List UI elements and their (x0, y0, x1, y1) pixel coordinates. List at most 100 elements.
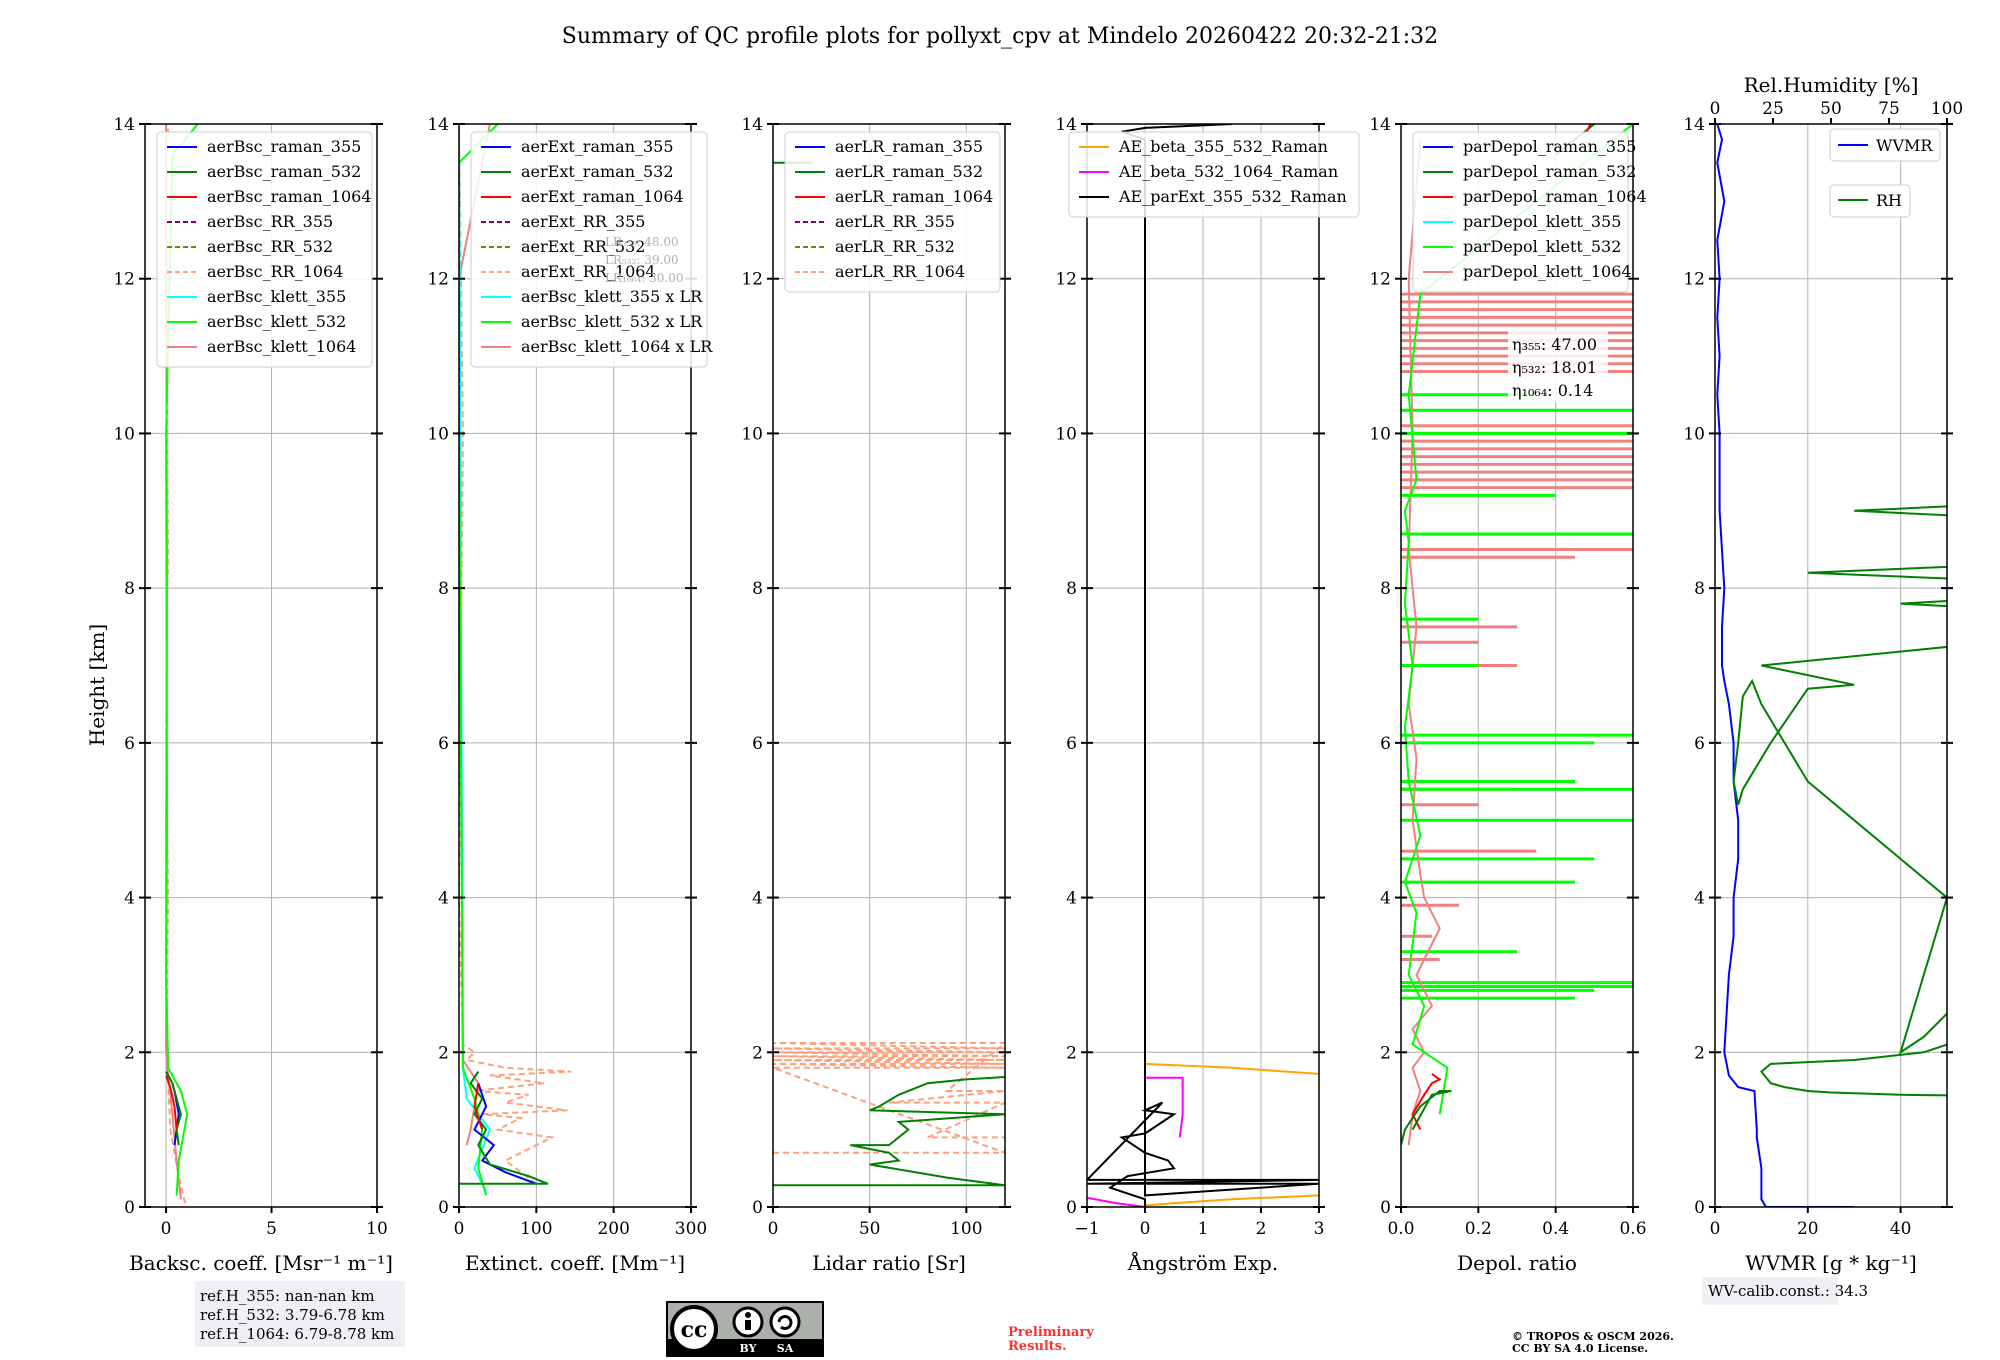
legend-label: aerExt_RR_355 (521, 212, 645, 231)
y-tick-label: 6 (1380, 734, 1391, 754)
legend-label: aerBsc_raman_532 (207, 162, 361, 181)
figure-title: Summary of QC profile plots for pollyxt_… (562, 24, 1438, 49)
y-tick-label: 0 (124, 1198, 135, 1218)
y-tick-label: 8 (124, 579, 135, 599)
y-tick-label: 14 (1369, 115, 1391, 135)
eta-box (1508, 330, 1608, 402)
series-rh (1732, 447, 1947, 1097)
legend-label: aerBsc_klett_1064 x LR (521, 337, 713, 356)
y-tick-label: 10 (427, 424, 449, 444)
panel-data (459, 124, 572, 1196)
x-axis-label: Depol. ratio (1457, 1251, 1577, 1275)
x-axis-label: Extinct. coeff. [Mm⁻¹] (465, 1251, 685, 1275)
sa-icon (769, 1306, 801, 1338)
panel-ext: 0 2 4 6 8 10 12 14 0 100 200 300 Extinct. coeff. [Mm… (427, 115, 713, 1275)
y-tick-label: 4 (438, 889, 449, 909)
y-tick-label: 4 (752, 889, 763, 909)
y-tick-label: 14 (741, 115, 763, 135)
series-aerext-rr-1064 (459, 124, 572, 1185)
y-tick-label: 8 (752, 579, 763, 599)
y-tick-label: 12 (1683, 270, 1705, 290)
legend-label: aerBsc_klett_355 (207, 287, 346, 306)
eta-label: η₅₃₂: 18.01 (1512, 358, 1597, 377)
y-tick-label: 4 (1066, 889, 1077, 909)
top-x-tick-label: 100 (1931, 99, 1963, 119)
x-tick-label: 20 (1797, 1219, 1819, 1239)
series-aerext-raman-355 (473, 1082, 537, 1185)
y-tick-label: 4 (1694, 889, 1705, 909)
x-tick-label: 0 (161, 1219, 172, 1239)
panel-frame (144, 123, 378, 1208)
sa-icon-arrow (777, 1315, 793, 1330)
y-tick-label: 12 (1369, 270, 1391, 290)
panel-frame (772, 123, 1006, 1208)
y-tick-label: 10 (113, 424, 135, 444)
eta-label: η₃₅₅: 47.00 (1512, 335, 1597, 354)
y-tick-label: 8 (1694, 579, 1705, 599)
x-tick-label: 2 (1256, 1219, 1267, 1239)
series-pardepol-raman-532 (1401, 1090, 1452, 1146)
ref-height-background (195, 1281, 405, 1347)
cc-license-logo: cc BY SA (666, 1301, 824, 1357)
legend-label: aerBsc_RR_532 (207, 237, 333, 256)
y-tick-label: 12 (1055, 270, 1077, 290)
y-tick-label: 14 (1683, 115, 1705, 135)
ref-height-1064: ref.H_1064: 6.79-8.78 km (200, 1325, 394, 1343)
preliminary-line1: Preliminary (1008, 1325, 1094, 1340)
series-aerbsc-klett-532-x-lr (459, 124, 499, 1196)
x-tick-label: −1 (1074, 1219, 1099, 1239)
y-tick-label: 10 (1369, 424, 1391, 444)
legend-label: aerLR_raman_355 (835, 137, 983, 156)
top-x-tick-label: 75 (1878, 99, 1900, 119)
legend-label: aerBsc_raman_1064 (207, 187, 372, 206)
y-tick-label: 2 (1380, 1043, 1391, 1063)
wv-legend-box (1829, 128, 1941, 162)
y-tick-label: 2 (1694, 1043, 1705, 1063)
panel-data (1716, 124, 1947, 1207)
x-tick-label: 100 (520, 1219, 552, 1239)
y-tick-label: 0 (1066, 1198, 1077, 1218)
series-aerbsc-raman-532 (165, 1071, 182, 1146)
x-axis-label: Backsc. coeff. [Msr⁻¹ m⁻¹] (129, 1251, 393, 1275)
x-tick-label: 40 (1890, 1219, 1912, 1239)
y-tick-label: 0 (1380, 1198, 1391, 1218)
panel-depol: 0 2 4 6 8 10 12 14 0.0 0.2 0.4 0.6 Depol. ratio parDe… (1369, 115, 1646, 1275)
by-icon-body (745, 1320, 751, 1330)
legend-label: aerLR_raman_1064 (835, 187, 993, 206)
cc-sa-label: SA (777, 1342, 794, 1355)
top-axis-label: Rel.Humidity [%] (1744, 73, 1919, 97)
legend-label: aerBsc_klett_532 (207, 312, 346, 331)
legend-label: parDepol_raman_532 (1463, 162, 1636, 181)
y-tick-label: 8 (1380, 579, 1391, 599)
legend-label: aerLR_RR_532 (835, 237, 955, 256)
preliminary-line2: Results. (1008, 1339, 1067, 1354)
legend-label: aerBsc_klett_1064 (207, 337, 356, 356)
y-tick-label: 14 (1055, 115, 1077, 135)
legend-label: aerExt_RR_1064 (521, 262, 656, 281)
series-aerext-raman-1064 (473, 1083, 484, 1130)
x-tick-label: 0 (454, 1219, 465, 1239)
top-x-tick-label: 50 (1820, 99, 1842, 119)
ref-height-box: ref.H_355: nan-nan km ref.H_532: 3.79-6.… (195, 1281, 405, 1347)
series-wvmr (1716, 124, 1855, 1207)
y-tick-label: 2 (752, 1043, 763, 1063)
series-pardepol-klett-532 (1403, 124, 1633, 1115)
legend-label: aerBsc_raman_355 (207, 137, 361, 156)
x-tick-label: 1 (1198, 1219, 1209, 1239)
y-tick-label: 2 (124, 1043, 135, 1063)
lr-annotation: LR₃₅₅: 48.00 (605, 235, 679, 249)
panel-data (773, 161, 1005, 1187)
x-axis-label: Ångström Exp. (1127, 1250, 1278, 1275)
legend-label: AE_parExt_355_532_Raman (1118, 187, 1347, 206)
legend-box (156, 131, 373, 368)
panel-data (1401, 124, 1633, 1146)
y-tick-label: 8 (1066, 579, 1077, 599)
lr-annotation: LR₁₀₆₄: 30.00 (605, 271, 683, 285)
panel-lr: 0 2 4 6 8 10 12 14 0 50 100 Lidar ratio [Sr] aerLR_r… (741, 115, 1011, 1275)
legend-label: parDepol_klett_1064 (1463, 262, 1632, 281)
legend-label: AE_beta_355_532_Raman (1118, 137, 1328, 156)
eta-label: η₁₀₆₄: 0.14 (1512, 381, 1593, 400)
legend-box (784, 131, 1001, 293)
x-tick-label: 50 (859, 1219, 881, 1239)
